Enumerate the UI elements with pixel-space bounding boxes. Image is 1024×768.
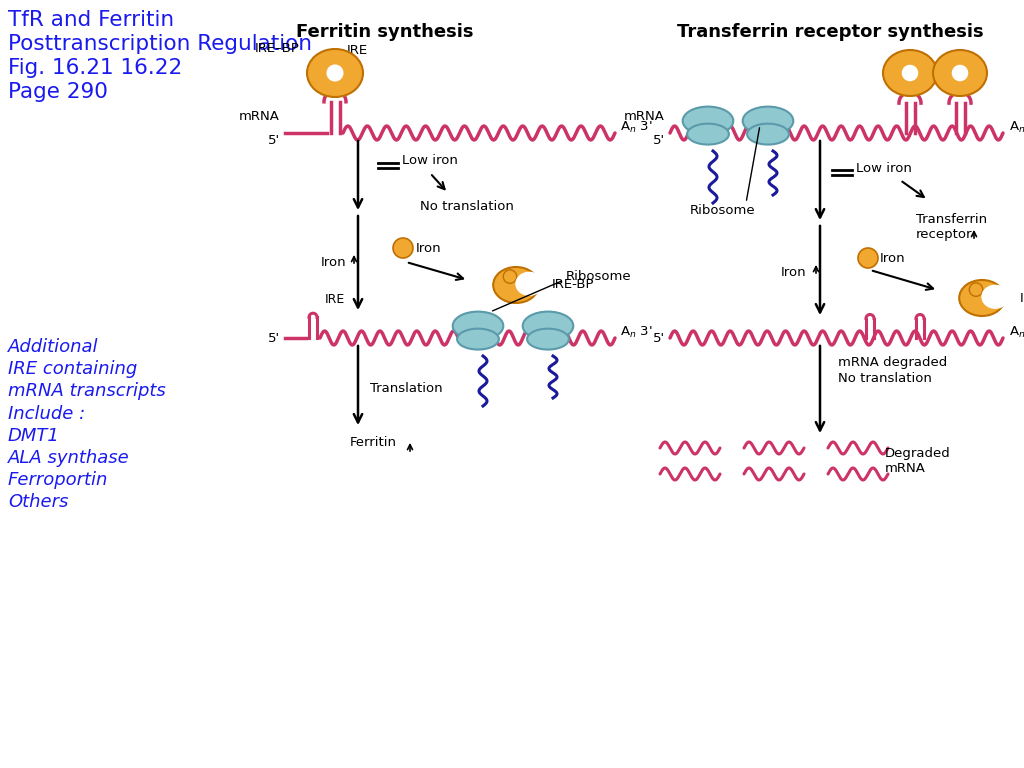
Text: Transferrin
receptor: Transferrin receptor bbox=[916, 213, 987, 241]
Text: TfR and Ferritin
Posttranscription Regulation
Fig. 16.21 16.22
Page 290: TfR and Ferritin Posttranscription Regul… bbox=[8, 10, 312, 102]
Circle shape bbox=[952, 65, 968, 81]
Ellipse shape bbox=[307, 49, 362, 97]
Text: Transferrin receptor synthesis: Transferrin receptor synthesis bbox=[677, 23, 983, 41]
Text: IRE-BP: IRE-BP bbox=[1020, 292, 1024, 304]
Ellipse shape bbox=[687, 124, 729, 144]
Ellipse shape bbox=[527, 329, 569, 349]
Text: 5': 5' bbox=[653, 134, 665, 147]
Ellipse shape bbox=[516, 273, 543, 295]
Ellipse shape bbox=[883, 50, 937, 96]
Circle shape bbox=[902, 65, 918, 81]
Text: IRE–BP: IRE–BP bbox=[255, 42, 300, 55]
Text: Ribosome: Ribosome bbox=[690, 204, 756, 217]
Text: Low iron: Low iron bbox=[402, 154, 458, 167]
Text: 5': 5' bbox=[268, 134, 280, 147]
Text: No translation: No translation bbox=[420, 200, 514, 213]
Text: mRNA: mRNA bbox=[240, 111, 280, 124]
Ellipse shape bbox=[933, 50, 987, 96]
Ellipse shape bbox=[959, 280, 1005, 316]
Circle shape bbox=[970, 283, 983, 296]
Circle shape bbox=[858, 248, 878, 268]
Text: Iron: Iron bbox=[780, 266, 806, 279]
Ellipse shape bbox=[522, 312, 573, 340]
Text: Low iron: Low iron bbox=[856, 161, 912, 174]
Text: 5': 5' bbox=[653, 332, 665, 345]
Text: A$_n$ 3': A$_n$ 3' bbox=[1009, 324, 1024, 339]
Text: Iron: Iron bbox=[880, 251, 905, 264]
Circle shape bbox=[327, 65, 343, 81]
Ellipse shape bbox=[742, 107, 794, 135]
Circle shape bbox=[393, 238, 413, 258]
Text: mRNA degraded
No translation: mRNA degraded No translation bbox=[838, 356, 947, 385]
Text: Ferritin: Ferritin bbox=[350, 436, 397, 449]
Text: Ribosome: Ribosome bbox=[566, 270, 632, 283]
Text: IRE-BP: IRE-BP bbox=[552, 279, 595, 292]
Text: A$_n$ 3': A$_n$ 3' bbox=[620, 324, 652, 339]
Text: Ferritin synthesis: Ferritin synthesis bbox=[296, 23, 474, 41]
Text: IRE: IRE bbox=[347, 45, 368, 58]
Ellipse shape bbox=[453, 312, 504, 340]
Text: A$_n$ 3': A$_n$ 3' bbox=[620, 120, 652, 134]
Ellipse shape bbox=[982, 286, 1009, 308]
Text: IRE: IRE bbox=[325, 293, 345, 306]
Text: Iron: Iron bbox=[321, 256, 346, 269]
Text: 5': 5' bbox=[268, 332, 280, 345]
Ellipse shape bbox=[457, 329, 499, 349]
Text: Translation: Translation bbox=[370, 382, 442, 395]
Text: Iron: Iron bbox=[416, 241, 441, 254]
Text: mRNA: mRNA bbox=[624, 111, 665, 124]
Ellipse shape bbox=[748, 124, 788, 144]
Ellipse shape bbox=[683, 107, 733, 135]
Text: Additional
IRE containing
mRNA transcripts
Include :
DMT1
ALA synthase
Ferroport: Additional IRE containing mRNA transcrip… bbox=[8, 338, 166, 511]
Ellipse shape bbox=[494, 267, 539, 303]
Text: Degraded
mRNA: Degraded mRNA bbox=[885, 447, 950, 475]
Circle shape bbox=[503, 270, 517, 283]
Text: A$_n$ 3': A$_n$ 3' bbox=[1009, 120, 1024, 134]
